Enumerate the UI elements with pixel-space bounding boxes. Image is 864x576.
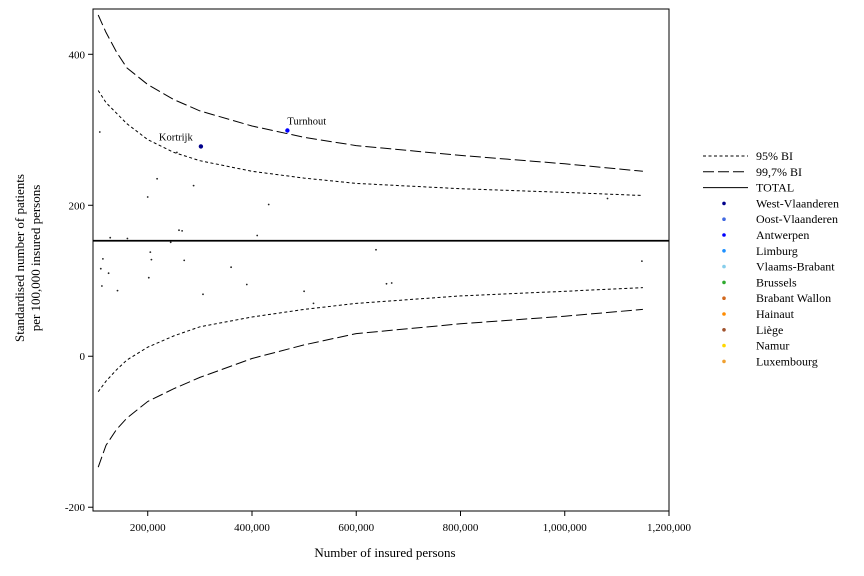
data-point xyxy=(181,230,184,232)
data-point xyxy=(146,196,149,198)
data-point xyxy=(183,259,186,262)
legend-marker xyxy=(722,233,726,237)
data-point xyxy=(230,266,233,269)
legend-marker xyxy=(722,217,726,221)
legend-marker xyxy=(722,249,726,253)
legend-label: Brabant Wallon xyxy=(756,291,831,305)
data-point xyxy=(99,267,102,270)
data-point xyxy=(192,184,195,187)
data-point xyxy=(147,276,150,279)
legend-marker xyxy=(722,343,726,348)
data-point xyxy=(176,151,178,154)
legend-label: Namur xyxy=(756,339,789,353)
y-tick-label: 0 xyxy=(80,351,86,363)
legend-marker xyxy=(722,201,726,206)
data-point xyxy=(390,282,393,284)
legend-marker xyxy=(722,312,726,316)
data-point xyxy=(303,290,305,293)
legend-marker xyxy=(722,328,726,332)
data-point xyxy=(126,237,129,240)
data-point xyxy=(202,293,204,296)
x-axis-title: Number of insured persons xyxy=(314,545,455,560)
legend-label: Brussels xyxy=(756,275,797,289)
legend-label: Luxembourg xyxy=(756,354,818,368)
x-tick-label: 800,000 xyxy=(443,522,479,534)
data-point xyxy=(245,283,248,286)
data-point xyxy=(107,272,110,275)
data-point xyxy=(101,285,103,287)
curve-dotted-upper xyxy=(97,90,643,196)
y-tick-label: 400 xyxy=(69,49,86,61)
y-axis-title-line: Standardised number of patients xyxy=(12,174,27,342)
data-point-west-vlaanderen xyxy=(198,144,204,149)
x-tick-label: 400,000 xyxy=(234,522,270,534)
data-point xyxy=(385,282,388,285)
y-tick-label: -200 xyxy=(65,502,86,514)
data-point xyxy=(149,251,152,254)
legend-marker xyxy=(722,264,726,269)
curve-dashed-upper xyxy=(97,14,643,172)
x-axis: 200,000 400,000 600,000 800,000 1,000,000 1,2… xyxy=(130,511,692,534)
x-tick-label: 1,200,000 xyxy=(647,522,692,534)
legend-label: 95% BI xyxy=(756,149,793,163)
legend-label: Vlaams-Brabant xyxy=(756,260,835,274)
data-point xyxy=(312,302,315,305)
data-point-antwerpen xyxy=(285,128,290,133)
legend-label: Oost-Vlaanderen xyxy=(756,212,838,226)
legend-label: Liège xyxy=(756,323,783,337)
data-point xyxy=(256,234,259,237)
data-point xyxy=(150,258,153,261)
legend-label: West-Vlaanderen xyxy=(756,196,839,210)
annotations: Kortrijk Turnhout xyxy=(159,117,326,144)
data-point xyxy=(641,260,643,262)
legend-label: Hainaut xyxy=(756,307,795,321)
annotation-label: Kortrijk xyxy=(159,132,194,143)
legend-marker xyxy=(722,296,726,301)
legend-marker xyxy=(722,280,726,285)
data-point xyxy=(98,131,101,133)
curve-dashed-lower xyxy=(97,308,643,468)
legend-label: TOTAL xyxy=(756,181,794,195)
legend-marker xyxy=(722,359,726,364)
data-point xyxy=(169,241,172,244)
data-points xyxy=(98,128,643,305)
y-tick-label: 200 xyxy=(69,200,86,212)
data-point xyxy=(156,177,159,180)
x-tick-label: 1,000,000 xyxy=(543,522,588,534)
legend-label: Limburg xyxy=(756,244,798,258)
confidence-curves xyxy=(97,14,643,468)
data-point xyxy=(102,258,104,260)
plot-frame xyxy=(92,8,670,512)
annotation-label: Turnhout xyxy=(287,117,326,128)
data-point xyxy=(375,248,377,251)
x-tick-label: 600,000 xyxy=(338,522,374,534)
data-point xyxy=(178,229,180,232)
x-tick-label: 200,000 xyxy=(130,522,166,534)
data-point xyxy=(116,289,119,292)
data-point xyxy=(606,197,609,200)
data-point xyxy=(109,236,112,239)
curve-dotted-lower xyxy=(97,287,643,392)
legend-label: Antwerpen xyxy=(756,228,809,242)
y-axis-title-line: per 100,000 insured persons xyxy=(28,185,43,332)
y-axis-title: Standardised number of patientsper 100,0… xyxy=(12,174,43,342)
data-point xyxy=(267,203,270,206)
legend-label: 99,7% BI xyxy=(756,165,802,179)
y-axis: 400 200 0 -200 xyxy=(65,49,93,514)
